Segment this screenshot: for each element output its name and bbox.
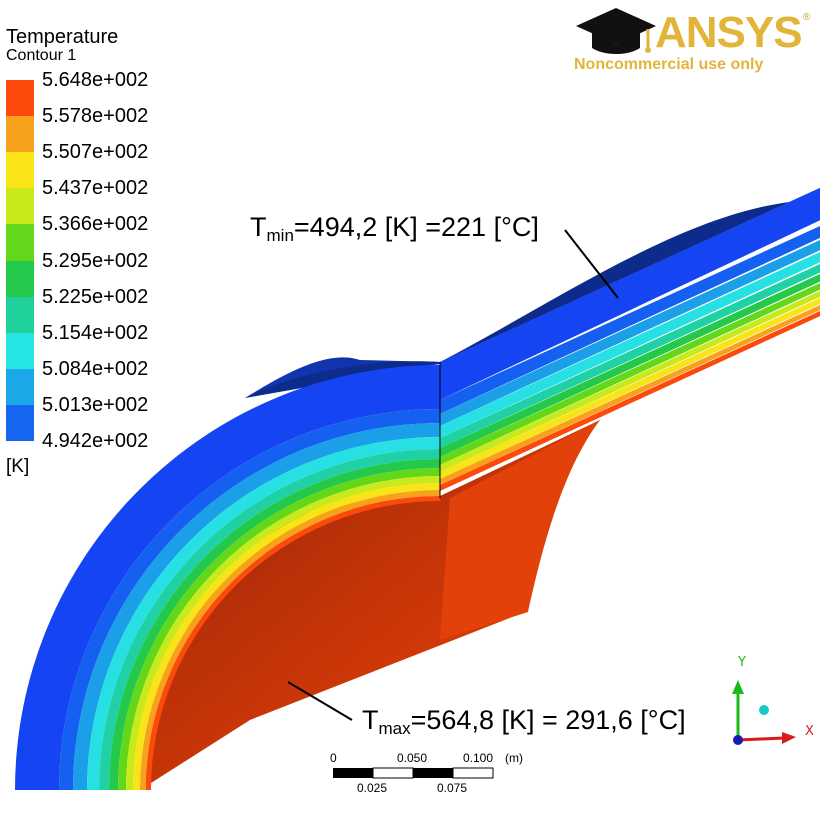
contour-bands: [15, 365, 440, 790]
graduation-cap-icon: [576, 8, 656, 54]
scale-label-0075: 0.075: [437, 781, 468, 795]
straight-band: [440, 305, 820, 485]
legend-swatch: [6, 332, 34, 370]
legend-tick-label: 5.437e+002: [42, 177, 149, 200]
straight-band: [440, 291, 820, 472]
tmax-value: =564,8 [K] = 291,6 [°C]: [410, 705, 686, 735]
legend-swatch: [6, 152, 34, 189]
logo-brand: ANSYS: [655, 8, 803, 57]
legend-swatch: [6, 116, 34, 153]
legend-tick-label: 5.084e+002: [42, 357, 149, 380]
scale-bar: [333, 767, 494, 779]
straight-band: [440, 283, 820, 465]
tmin-subscript: min: [266, 226, 294, 245]
axis-y-label: Y: [738, 655, 746, 670]
axis-x-label: X: [805, 724, 814, 739]
legend-tick-label: 5.295e+002: [42, 249, 149, 272]
straight-band: [440, 188, 820, 400]
legend-swatch: [6, 224, 34, 261]
scale-label-0025: 0.025: [357, 781, 388, 795]
tmax-subscript: max: [378, 719, 411, 738]
straight-band: [440, 311, 820, 491]
scale-label-0100: 0.100: [463, 751, 494, 765]
legend-units: [K]: [6, 456, 30, 477]
axis-triad[interactable]: [722, 660, 822, 752]
legend-tick-label: 5.507e+002: [42, 141, 149, 164]
legend-swatch: [6, 188, 34, 225]
legend-tick-label: 5.154e+002: [42, 321, 149, 344]
straight-band: [440, 264, 820, 448]
contour-band: [15, 365, 440, 790]
scale-label-0: 0: [330, 751, 337, 765]
scale-unit: (m): [505, 751, 523, 765]
pipe-inner-right: [440, 420, 600, 640]
straight-bands: [440, 188, 820, 491]
legend-tick-label: 5.366e+002: [42, 213, 149, 236]
legend-swatch: [6, 404, 34, 442]
legend-tick-label: 5.578e+002: [42, 105, 149, 128]
straight-band: [440, 298, 820, 479]
legend-tick-label: 5.648e+002: [42, 69, 149, 91]
legend-swatch: [6, 260, 34, 298]
legend-subtitle: Contour 1: [6, 47, 77, 64]
legend-swatch: [6, 80, 34, 117]
legend-tick-label: 5.225e+002: [42, 285, 149, 308]
logo-subtitle: Noncommercial use only: [574, 56, 764, 73]
tmax-annotation: Tmax=564,8 [K] = 291,6 [°C]: [362, 705, 686, 739]
legend-tick-label: 4.942e+002: [42, 430, 149, 452]
tmin-leader: [564, 229, 619, 299]
legend-swatch: [6, 368, 34, 406]
legend-title: Temperature: [6, 26, 119, 48]
legend-tick-label: 5.013e+002: [42, 393, 149, 416]
tmin-annotation: Tmin=494,2 [K] =221 [°C]: [250, 212, 539, 246]
tmin-value: =494,2 [K] =221 [°C]: [293, 212, 539, 242]
scale-label-0050: 0.050: [397, 751, 428, 765]
tmax-symbol: T: [362, 705, 379, 735]
straight-band: [440, 226, 820, 414]
straight-band: [440, 240, 820, 426]
legend-swatch: [6, 296, 34, 334]
straight-band: [440, 252, 820, 438]
tmax-leader: [287, 681, 353, 721]
logo-registered: ®: [803, 12, 811, 23]
straight-band: [440, 274, 820, 457]
tmin-symbol: T: [250, 212, 267, 242]
